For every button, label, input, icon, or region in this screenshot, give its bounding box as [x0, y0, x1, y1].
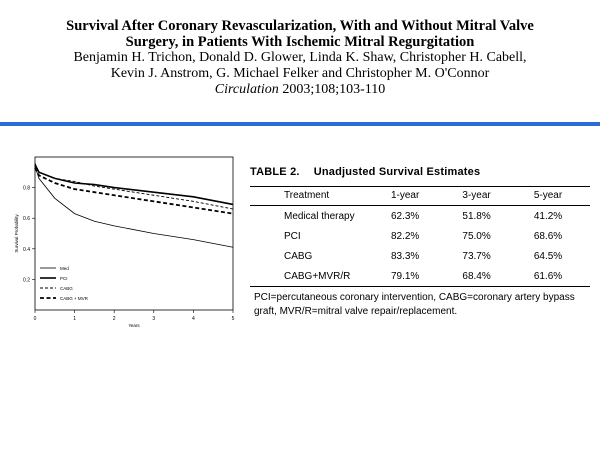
citation-details: 2003;108;103-110	[282, 82, 386, 97]
table-cell: 64.5%	[533, 251, 563, 262]
table-cell: PCI	[284, 231, 301, 242]
authors: Benjamin H. Trichon, Donald D. Glower, L…	[8, 50, 592, 82]
column-header-5-year: 5-year	[523, 186, 590, 206]
table-cell: 79.1%	[386, 266, 453, 287]
legend-label: CABG + MVR	[60, 296, 89, 301]
table-cell: 41.2%	[533, 211, 563, 222]
column-header-1-year: 1-year	[386, 186, 453, 206]
column-header-3-year: 3-year	[452, 186, 524, 206]
table-cell: 51.8%	[462, 211, 491, 222]
x-tick-label: 3	[152, 316, 155, 322]
table-title-text: Unadjusted Survival Estimates	[313, 166, 481, 178]
table-footnote: PCI=percutaneous coronary intervention, …	[254, 292, 575, 317]
x-tick-label: 2	[113, 316, 116, 322]
x-tick-label: 1	[73, 316, 76, 322]
table-row: CABG+MVR/R 79.1% 68.4% 61.6%	[250, 266, 590, 287]
article-title-line-2: Surgery, in Patients With Ischemic Mitra…	[125, 34, 475, 50]
survival-curve-chart: 0 1 2 3 4 5 0.2 0.4 0.6 0.8 Survival Probability Ye…	[14, 156, 235, 327]
table-cell: CABG+MVR/R	[250, 266, 387, 287]
x-tick-label: 4	[192, 316, 195, 322]
y-tick-label: 0.8	[23, 186, 30, 192]
x-tick-label: 0	[34, 316, 37, 322]
plot-frame	[34, 156, 234, 311]
table-title: TABLE 2. Unadjusted Survival Estimates	[250, 166, 595, 178]
journal-name: Circulation	[214, 82, 279, 97]
table-row: CABG 83.3% 73.7% 64.5%	[250, 246, 590, 266]
y-tick-label: 0.4	[23, 247, 30, 253]
series-line-med	[34, 166, 234, 248]
estimates-table: Treatment 1-year 3-year 5-year Medical t…	[250, 186, 590, 287]
y-axis-label: Survival Probability	[14, 214, 19, 253]
column-header-treatment: Treatment	[250, 186, 387, 206]
table-cell: 68.6%	[533, 231, 563, 242]
table-row: PCI 82.2% 75.0% 68.6%	[250, 226, 590, 246]
legend-label: PCI	[60, 276, 68, 281]
table-cell: 68.4%	[452, 266, 524, 287]
table-row: Medical therapy 62.3% 51.8% 41.2%	[250, 206, 590, 227]
table-header-row: Treatment 1-year 3-year 5-year	[250, 186, 590, 206]
legend-label: Med	[60, 266, 69, 271]
slide-header: Survival After Coronary Revascularizatio…	[8, 18, 592, 98]
table-title-prefix: TABLE 2.	[250, 166, 300, 178]
y-tick-label: 0.2	[23, 277, 30, 283]
table-cell: 61.6%	[523, 266, 590, 287]
legend-label: CABG	[60, 286, 73, 291]
table-cell: CABG	[284, 251, 313, 262]
x-axis-label: Years	[128, 323, 140, 327]
series-line-cabg	[34, 162, 234, 210]
series-line-cabg-mvr	[34, 167, 234, 215]
authors-line-2: Kevin J. Anstrom, G. Michael Felker and …	[110, 66, 490, 81]
header-divider	[0, 122, 600, 126]
article-title: Survival After Coronary Revascularizatio…	[8, 18, 592, 50]
citation: Circulation 2003;108;103-110	[8, 82, 592, 98]
table-cell: 62.3%	[390, 211, 420, 222]
survival-figure: 0 1 2 3 4 5 0.2 0.4 0.6 0.8 Survival Probability Ye…	[10, 152, 240, 327]
table-cell: Medical therapy	[284, 211, 355, 222]
y-tick-label: 0.6	[23, 216, 30, 222]
table-cell: 75.0%	[462, 231, 491, 242]
x-tick-label: 5	[232, 316, 235, 322]
table-cell: 73.7%	[462, 251, 491, 262]
authors-line-1: Benjamin H. Trichon, Donald D. Glower, L…	[73, 50, 527, 65]
table-cell: 82.2%	[390, 231, 420, 242]
article-title-line-1: Survival After Coronary Revascularizatio…	[66, 18, 534, 34]
table-cell: 83.3%	[390, 251, 420, 262]
survival-table: TABLE 2. Unadjusted Survival Estimates Tr…	[250, 166, 595, 319]
